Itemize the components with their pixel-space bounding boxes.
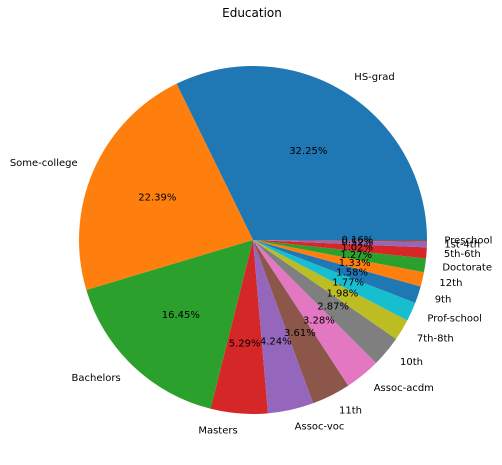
pie-slice-7th-8th <box>253 240 408 339</box>
pie-slice-9th <box>253 240 421 303</box>
pie-category-label: Assoc-acdm <box>374 383 434 394</box>
pie-percent-label: 32.25% <box>289 146 327 157</box>
pie-slices <box>79 66 427 414</box>
pie-slice-bachelors <box>86 240 253 409</box>
pie-slice-11th <box>253 240 349 404</box>
pie-slice-preschool <box>253 240 427 242</box>
pie-category-label: 5th-6th <box>444 249 481 260</box>
pie-category-label: Prof-school <box>427 313 482 324</box>
pie-percent-label: 1.02% <box>341 242 373 253</box>
pie-slice-prof-school <box>253 240 416 321</box>
pie-percent-label: 4.24% <box>260 336 292 347</box>
pie-percent-label: 2.87% <box>317 301 349 312</box>
pie-percent-label: 3.61% <box>284 328 316 339</box>
pie-percent-label: 3.28% <box>303 316 335 327</box>
pie-category-label: 12th <box>439 278 462 289</box>
pie-percent-label: 22.39% <box>138 193 176 204</box>
pie-percent-label: 1.77% <box>332 278 364 289</box>
pie-category-label: 1st-4th <box>444 240 480 251</box>
pie-slice-hs-grad <box>176 66 427 241</box>
pie-category-label: Preschool <box>444 235 492 246</box>
pie-slice-5th-6th <box>253 240 427 259</box>
pie-percent-label: 1.27% <box>340 250 372 261</box>
pie-category-label: Doctorate <box>442 262 492 273</box>
pie-percent-label: 0.52% <box>341 237 373 248</box>
pie-category-label: HS-grad <box>354 72 394 83</box>
pie-category-label: 11th <box>339 405 362 416</box>
pie-category-label: Masters <box>198 425 237 436</box>
pie-category-labels: HS-grad Some-college Bachelors Masters Assoc… <box>10 72 493 436</box>
pie-slice-masters <box>210 240 268 414</box>
pie-percent-labels: 32.25% 22.39% 16.45% 5.29% 4.24%3.61%3.28% 2.… <box>138 146 373 350</box>
pie-slice-10th <box>253 240 397 364</box>
pie-category-label: 7th-8th <box>417 333 454 344</box>
pie-category-label: Bachelors <box>72 373 121 384</box>
pie-percent-label: 1.33% <box>339 258 371 269</box>
pie-slice-doctorate <box>253 240 427 273</box>
pie-percent-label: 1.98% <box>326 288 358 299</box>
pie-slice-some-college <box>79 83 253 290</box>
pie-slice-assoc-voc <box>253 240 314 414</box>
chart-title: Education <box>222 6 282 20</box>
pie-slice-12th <box>253 240 424 287</box>
pie-percent-label: 0.16% <box>342 235 374 246</box>
pie-category-label: Some-college <box>10 158 78 169</box>
pie-slice-1st-4th <box>253 240 427 248</box>
pie-category-label: 10th <box>400 357 423 368</box>
pie-category-label: Assoc-voc <box>295 421 345 432</box>
pie-slice-assoc-acdm <box>253 240 377 386</box>
pie-category-label: 9th <box>435 295 452 306</box>
pie-percent-label: 1.58% <box>336 267 368 278</box>
pie-percent-label: 16.45% <box>162 310 200 321</box>
pie-percent-label: 5.29% <box>229 339 261 350</box>
